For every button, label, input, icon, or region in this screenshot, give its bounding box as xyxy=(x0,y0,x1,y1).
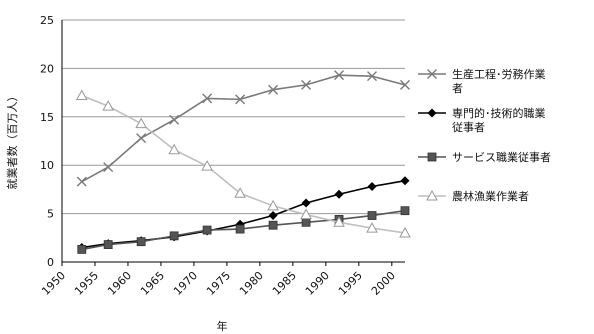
data-point xyxy=(334,70,345,81)
data-point xyxy=(400,79,410,90)
x-tick-label: 1965 xyxy=(138,269,167,298)
data-point xyxy=(169,114,180,125)
data-point xyxy=(399,226,411,238)
y-tick-label: 0 xyxy=(47,256,54,269)
data-point xyxy=(169,231,179,241)
data-point xyxy=(301,217,311,227)
data-point xyxy=(235,224,245,234)
data-point xyxy=(102,100,115,111)
series-1 xyxy=(76,70,410,187)
x-marker xyxy=(427,69,437,79)
legend-entry: 生産工程･労務作業者 xyxy=(418,67,546,95)
x-tick-label: 1955 xyxy=(72,269,101,298)
x-tick-label: 1990 xyxy=(303,269,332,298)
series-4 xyxy=(75,89,411,238)
data-point xyxy=(300,208,312,220)
series-lines xyxy=(75,70,411,254)
triangle-marker xyxy=(426,189,438,201)
legend-entry: 農林漁業作業者 xyxy=(418,189,529,203)
y-tick-label: 25 xyxy=(40,14,54,27)
data-point xyxy=(202,225,212,235)
legend-label: 農林漁業作業者 xyxy=(452,189,529,203)
data-point xyxy=(202,93,213,104)
data-point xyxy=(367,211,377,220)
data-point xyxy=(267,199,279,211)
data-point xyxy=(366,222,378,233)
diamond-marker xyxy=(427,108,437,118)
data-point xyxy=(334,189,344,199)
data-point xyxy=(135,117,148,129)
x-tick-label: 2000 xyxy=(369,269,398,298)
x-tick-label: 1995 xyxy=(336,269,365,298)
x-tick-label: 1960 xyxy=(105,269,134,298)
data-point xyxy=(301,198,311,208)
y-tick-label: 20 xyxy=(40,62,54,75)
y-tick-label: 15 xyxy=(40,111,54,124)
data-point xyxy=(268,211,278,221)
x-tick-label: 1975 xyxy=(204,269,233,298)
data-point xyxy=(268,84,279,95)
grid-lines xyxy=(62,19,405,215)
data-point xyxy=(168,143,180,155)
data-point xyxy=(136,133,147,144)
data-point xyxy=(333,216,345,227)
data-point xyxy=(367,181,377,191)
data-point xyxy=(77,245,87,254)
square-marker xyxy=(427,152,437,162)
legend-label: サービス職業従事者 xyxy=(452,151,551,164)
data-point xyxy=(103,162,114,173)
data-point xyxy=(76,176,87,187)
data-point xyxy=(367,71,378,82)
data-point xyxy=(103,240,113,249)
y-axis-title: 就業者数（百万人） xyxy=(5,91,19,190)
data-point xyxy=(301,79,312,90)
x-tick-label: 1970 xyxy=(171,269,200,298)
legend-entry: サービス職業従事者 xyxy=(418,151,551,164)
legend-label: 生産工程･労務作業者 xyxy=(452,67,546,95)
x-tick-label: 1985 xyxy=(270,269,299,298)
data-point xyxy=(75,89,88,101)
x-tick-label: 1950 xyxy=(39,269,68,298)
series-line xyxy=(81,94,406,234)
legend-entry: 専門的･技術的職業従事者 xyxy=(418,106,546,134)
data-point xyxy=(201,160,213,171)
data-point xyxy=(268,220,278,230)
data-point xyxy=(136,237,146,247)
x-axis-title: 年 xyxy=(217,319,228,333)
series-3 xyxy=(77,206,410,254)
x-tick-label: 1980 xyxy=(237,269,266,298)
data-point xyxy=(235,94,246,105)
data-point xyxy=(234,187,246,198)
legend-label: 専門的･技術的職業従事者 xyxy=(452,106,546,134)
y-tick-label: 5 xyxy=(47,208,54,221)
data-point xyxy=(400,206,410,216)
y-tick-label: 10 xyxy=(40,159,54,172)
data-point xyxy=(400,176,410,186)
